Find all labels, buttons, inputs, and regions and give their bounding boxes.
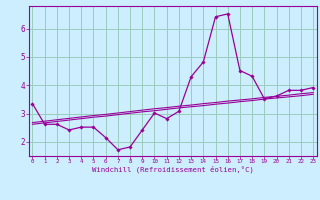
X-axis label: Windchill (Refroidissement éolien,°C): Windchill (Refroidissement éolien,°C) — [92, 166, 254, 173]
